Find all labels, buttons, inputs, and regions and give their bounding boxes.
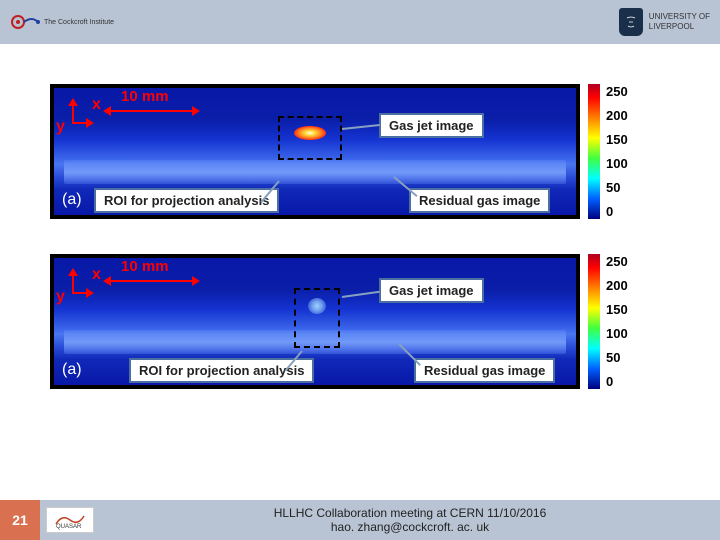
footer-bar: 21 QUASAR HLLHC Collaboration meeting at…: [0, 500, 720, 540]
footer-logo-slot: QUASAR: [40, 500, 100, 540]
y-axis-label: y: [56, 118, 65, 136]
colorbar-gradient-2: [588, 254, 600, 389]
svg-text:QUASAR: QUASAR: [56, 524, 82, 530]
residual-label-1: Residual gas image: [409, 188, 550, 213]
scale-arrow-icon: [109, 110, 194, 112]
y-axis-arrow-icon: [72, 274, 74, 294]
scale-arrow-icon: [109, 280, 194, 282]
callout-line: [342, 124, 380, 130]
roi-box-2: [294, 288, 340, 348]
content-area: x y 10 mm Gas jet image ROI for projecti…: [0, 44, 720, 409]
colorbar-2: 250 200 150 100 50 0: [588, 254, 628, 389]
y-axis-arrow-icon: [72, 104, 74, 124]
cockcroft-logo-text: The Cockcroft Institute: [44, 19, 114, 26]
x-axis-label: x: [92, 266, 101, 284]
liverpool-logo-text: UNIVERSITY OF LIVERPOOL: [649, 12, 710, 31]
x-axis-arrow-icon: [72, 122, 88, 124]
cockcroft-logo: The Cockcroft Institute: [10, 10, 114, 34]
roi-label-1: ROI for projection analysis: [94, 188, 279, 213]
footer-text: HLLHC Collaboration meeting at CERN 11/1…: [100, 500, 720, 540]
liverpool-shield-icon: [619, 8, 643, 36]
footer-line2: hao. zhang@cockcroft. ac. uk: [331, 520, 489, 534]
colorbar-gradient-1: [588, 84, 600, 219]
residual-gas-band-1: [64, 160, 566, 184]
cockcroft-logo-icon: [10, 10, 40, 34]
x-axis-label: x: [92, 96, 101, 114]
quasar-logo-icon: QUASAR: [46, 507, 94, 533]
liverpool-logo: UNIVERSITY OF LIVERPOOL: [619, 8, 710, 36]
colorbar-ticks-1: 250 200 150 100 50 0: [606, 84, 628, 219]
gas-jet-label-2: Gas jet image: [379, 278, 484, 303]
scale-label: 10 mm: [121, 258, 169, 275]
page-number: 21: [0, 500, 40, 540]
gas-jet-label-1: Gas jet image: [379, 113, 484, 138]
panel-1: x y 10 mm Gas jet image ROI for projecti…: [50, 84, 580, 219]
scale-bar-1: 10 mm: [109, 110, 194, 112]
callout-line: [342, 291, 380, 298]
panel-letter-2: (a): [62, 361, 82, 379]
y-axis-label: y: [56, 288, 65, 306]
panel-2: x y 10 mm Gas jet image ROI for projecti…: [50, 254, 580, 389]
roi-box-1: [278, 116, 342, 160]
header-bar: The Cockcroft Institute UNIVERSITY OF LI…: [0, 0, 720, 44]
colorbar-1: 250 200 150 100 50 0: [588, 84, 628, 219]
residual-label-2: Residual gas image: [414, 358, 555, 383]
footer-line1: HLLHC Collaboration meeting at CERN 11/1…: [274, 506, 547, 520]
panel-1-wrapper: x y 10 mm Gas jet image ROI for projecti…: [50, 84, 670, 219]
scale-bar-2: 10 mm: [109, 280, 194, 282]
x-axis-arrow-icon: [72, 292, 88, 294]
panel-letter-1: (a): [62, 191, 82, 209]
colorbar-ticks-2: 250 200 150 100 50 0: [606, 254, 628, 389]
panel-2-wrapper: x y 10 mm Gas jet image ROI for projecti…: [50, 254, 670, 389]
scale-label: 10 mm: [121, 88, 169, 105]
